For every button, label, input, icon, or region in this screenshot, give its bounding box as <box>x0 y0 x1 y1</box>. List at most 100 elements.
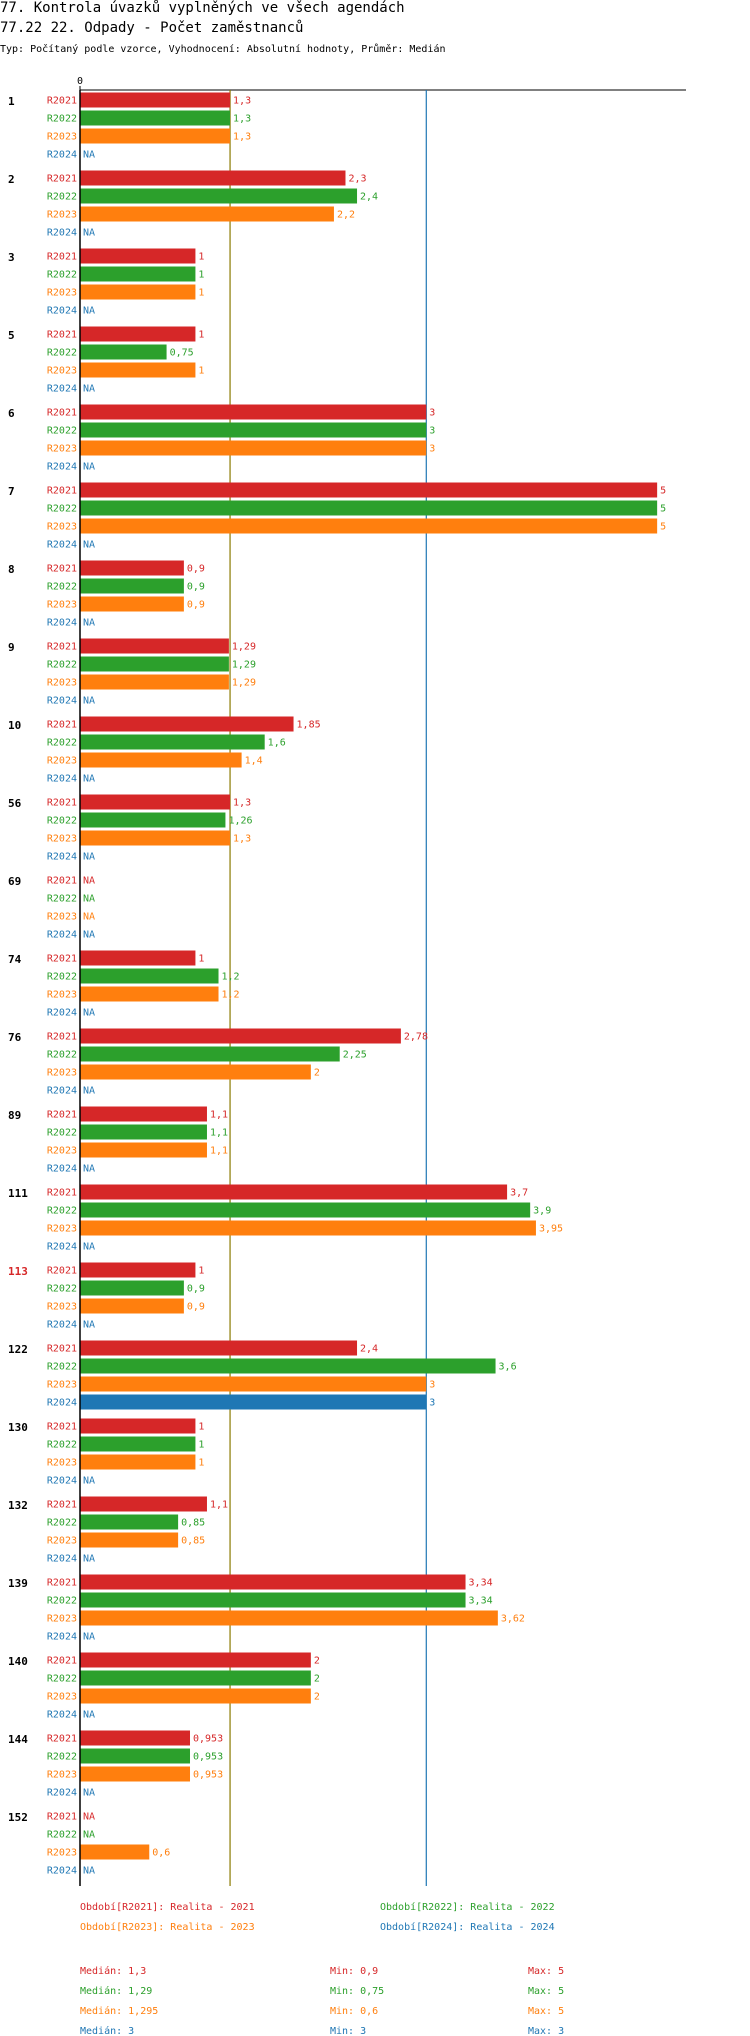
data-label: 1,29 <box>232 660 256 671</box>
group-label: 7 <box>8 485 15 498</box>
bar <box>80 1514 179 1530</box>
bar <box>80 422 427 438</box>
bar <box>80 170 346 186</box>
bar <box>80 1262 196 1278</box>
data-label: 3,95 <box>539 1224 563 1235</box>
series-label: R2021 <box>47 564 77 575</box>
data-label: 1,3 <box>233 132 251 143</box>
series-label: R2023 <box>47 522 77 533</box>
series-label: R2023 <box>47 1458 77 1469</box>
series-label: R2023 <box>47 1146 77 1157</box>
na-label: NA <box>83 1086 95 1097</box>
bar <box>80 1670 311 1686</box>
data-label: 1 <box>198 270 204 281</box>
series-label: R2023 <box>47 132 77 143</box>
bar <box>80 1298 184 1314</box>
series-label: R2021 <box>47 1032 77 1043</box>
data-label: 3 <box>429 408 435 419</box>
series-label: R2024 <box>47 1710 77 1721</box>
bar <box>80 1220 536 1236</box>
data-label: 0,6 <box>152 1848 170 1859</box>
series-label: R2023 <box>47 366 77 377</box>
series-label: R2022 <box>47 1362 77 1373</box>
na-label: NA <box>83 1710 95 1721</box>
data-label: 1 <box>198 366 204 377</box>
series-label: R2023 <box>47 990 77 1001</box>
na-label: NA <box>83 1812 95 1823</box>
data-label: 0,9 <box>187 564 205 575</box>
legend-item: Období[R2021]: Realita - 2021 <box>80 1901 255 1913</box>
data-label: 2,4 <box>360 1344 378 1355</box>
bar <box>80 1064 311 1080</box>
bar <box>80 596 184 612</box>
data-label: 3,34 <box>469 1596 493 1607</box>
data-label: 1,3 <box>233 834 251 845</box>
series-label: R2024 <box>47 150 77 161</box>
series-label: R2023 <box>47 1068 77 1079</box>
series-label: R2021 <box>47 1110 77 1121</box>
data-label: 0,9 <box>187 582 205 593</box>
bar <box>80 1652 311 1668</box>
series-label: R2024 <box>47 1866 77 1877</box>
na-label: NA <box>83 228 95 239</box>
na-label: NA <box>83 540 95 551</box>
series-label: R2022 <box>47 1674 77 1685</box>
data-label: 3 <box>429 1398 435 1409</box>
series-label: R2023 <box>47 1770 77 1781</box>
bar <box>80 1436 196 1452</box>
bar <box>80 1394 427 1410</box>
data-label: 1,2 <box>222 972 240 983</box>
data-label: 2,78 <box>404 1032 428 1043</box>
data-label: 0,9 <box>187 600 205 611</box>
series-label: R2021 <box>47 486 77 497</box>
bar <box>80 92 231 108</box>
series-label: R2022 <box>47 426 77 437</box>
bar <box>80 1142 207 1158</box>
bar <box>80 1496 207 1512</box>
series-label: R2024 <box>47 1476 77 1487</box>
na-label: NA <box>83 150 95 161</box>
series-label: R2023 <box>47 1536 77 1547</box>
group-label: 122 <box>8 1343 28 1356</box>
bar <box>80 404 427 420</box>
bar <box>80 734 265 750</box>
group-label: 132 <box>8 1499 28 1512</box>
bar <box>80 248 196 264</box>
na-label: NA <box>83 618 95 629</box>
series-label: R2023 <box>47 600 77 611</box>
na-label: NA <box>83 852 95 863</box>
bar <box>80 518 658 534</box>
bar <box>80 1574 466 1590</box>
series-label: R2023 <box>47 288 77 299</box>
series-label: R2023 <box>47 1224 77 1235</box>
series-label: R2022 <box>47 1440 77 1451</box>
data-label: 0,85 <box>181 1536 205 1547</box>
bar <box>80 1454 196 1470</box>
bar <box>80 482 658 498</box>
stat-median: Medián: 3 <box>80 2025 134 2036</box>
series-label: R2024 <box>47 930 77 941</box>
legend-item: Období[R2022]: Realita - 2022 <box>380 1901 555 1913</box>
data-label: 1 <box>198 252 204 263</box>
series-label: R2021 <box>47 720 77 731</box>
group-label: 152 <box>8 1811 28 1824</box>
bar <box>80 1688 311 1704</box>
bar <box>80 1532 179 1548</box>
data-label: 0,75 <box>170 348 194 359</box>
series-label: R2024 <box>47 228 77 239</box>
chart-title: 77. Kontrola úvazků vyplněných ve všech … <box>0 0 405 16</box>
na-label: NA <box>83 912 95 923</box>
group-label: 6 <box>8 407 15 420</box>
series-label: R2021 <box>47 252 77 263</box>
series-label: R2022 <box>47 894 77 905</box>
group-label: 10 <box>8 719 21 732</box>
series-label: R2023 <box>47 1848 77 1859</box>
data-label: 2,25 <box>343 1050 367 1061</box>
data-label: 2,4 <box>360 192 378 203</box>
data-label: 1 <box>198 1458 204 1469</box>
bar <box>80 674 229 690</box>
na-label: NA <box>83 894 95 905</box>
chart-description: Typ: Počítaný podle vzorce, Vyhodnocení:… <box>0 44 446 55</box>
na-label: NA <box>83 1320 95 1331</box>
